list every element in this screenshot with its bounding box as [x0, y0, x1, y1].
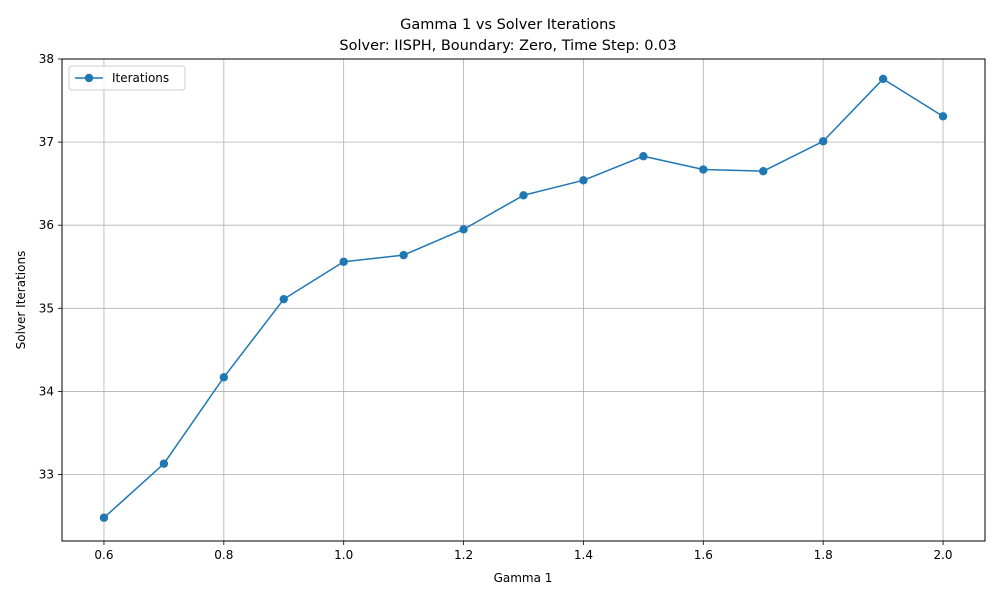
chart-title: Gamma 1 vs Solver Iterations [400, 17, 616, 33]
data-point [639, 152, 648, 161]
legend: Iterations [68, 65, 186, 91]
chart-subtitle: Solver: IISPH, Boundary: Zero, Time Step… [339, 38, 676, 54]
data-point [279, 294, 288, 304]
x-axis-label: Gamma 1 [494, 571, 553, 585]
y-tick-label: 35 [39, 301, 54, 315]
x-tick-label: 1.4 [574, 548, 593, 562]
data-point [818, 137, 828, 146]
y-tick-label: 34 [39, 384, 54, 398]
data-point [459, 225, 468, 234]
x-tick-label: 1.2 [454, 548, 473, 562]
x-tick-label: 0.6 [94, 548, 113, 562]
y-tick-label: 38 [39, 52, 54, 66]
ticks: 0.6 0.8 1.0 1.2 1.4 1.6 1.8 2.0 33 34 35 36 37 38 [39, 52, 953, 562]
x-tick-label: 0.8 [214, 548, 233, 562]
data-point [339, 257, 348, 266]
x-tick-label: 1.0 [334, 548, 353, 562]
series-line-0 [103, 78, 944, 519]
legend-label: Iterations [112, 71, 169, 85]
series-layer [99, 74, 948, 522]
data-point [699, 165, 708, 174]
data-point [99, 513, 109, 522]
x-tick-label: 2.0 [933, 548, 952, 562]
x-tick-label: 1.6 [694, 548, 713, 562]
plot-frame [61, 58, 986, 542]
y-tick-label: 33 [39, 468, 54, 482]
data-point [759, 166, 768, 176]
data-point [159, 459, 169, 468]
data-point [399, 250, 408, 260]
data-point [938, 112, 948, 121]
data-point [878, 74, 888, 84]
legend-box [68, 65, 186, 91]
data-point [579, 176, 588, 185]
y-tick-label: 36 [39, 218, 54, 232]
legend-swatch-marker [84, 73, 94, 83]
y-tick-label: 37 [39, 135, 54, 149]
y-axis-label: Solver Iterations [14, 251, 28, 350]
x-tick-label: 1.8 [814, 548, 833, 562]
data-point [519, 191, 528, 200]
data-point [219, 373, 229, 382]
grid [62, 58, 985, 541]
